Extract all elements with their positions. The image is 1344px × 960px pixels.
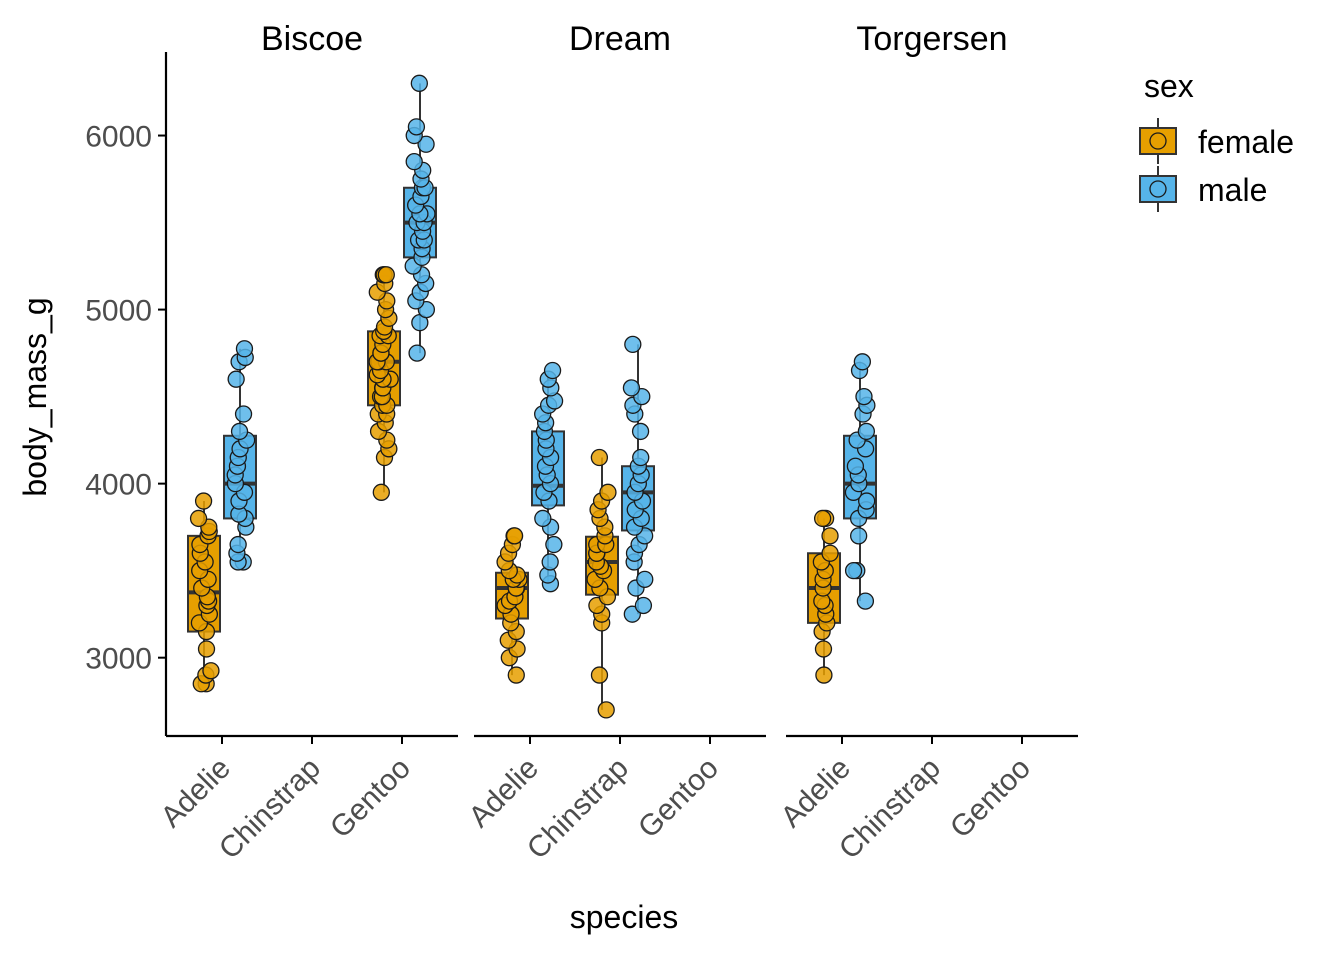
legend-key-point bbox=[1149, 132, 1167, 150]
box-adelie-male bbox=[531, 361, 565, 593]
data-point bbox=[541, 553, 559, 571]
x-tick-label: Adelie bbox=[155, 752, 237, 834]
legend-key-female bbox=[1139, 118, 1177, 164]
data-point bbox=[543, 361, 562, 380]
data-point bbox=[417, 135, 435, 153]
data-point bbox=[599, 483, 617, 501]
facet-panels: BiscoeAdelieChinstrapGentooDreamAdelieCh… bbox=[155, 20, 1078, 866]
data-point bbox=[815, 666, 833, 684]
data-point bbox=[377, 266, 395, 284]
data-point bbox=[372, 483, 390, 501]
data-point bbox=[622, 379, 641, 397]
data-point bbox=[597, 701, 615, 719]
data-point bbox=[624, 335, 642, 354]
y-tick-label: 6000 bbox=[85, 121, 152, 154]
data-point bbox=[197, 640, 216, 658]
box-chinstrap-male bbox=[621, 335, 655, 623]
data-point bbox=[230, 422, 249, 441]
facet-strip-label: Torgersen bbox=[856, 20, 1007, 58]
legend-title: sex bbox=[1144, 68, 1194, 104]
facet-strip-label: Biscoe bbox=[261, 20, 363, 58]
y-tick-label: 5000 bbox=[85, 295, 152, 328]
data-point bbox=[505, 527, 524, 545]
data-point bbox=[189, 509, 208, 528]
legend-label: female bbox=[1198, 124, 1294, 160]
legend-key-male bbox=[1139, 166, 1177, 212]
data-point bbox=[856, 592, 875, 610]
x-tick-label: Gentoo bbox=[632, 752, 725, 845]
data-point bbox=[853, 353, 872, 371]
box-adelie-female bbox=[495, 527, 529, 684]
legend-label: male bbox=[1198, 172, 1267, 208]
data-point bbox=[407, 118, 426, 136]
box-gentoo-male bbox=[403, 74, 437, 362]
box-gentoo-female bbox=[367, 266, 401, 501]
data-point bbox=[632, 448, 650, 467]
data-point bbox=[235, 340, 254, 358]
data-point bbox=[855, 387, 873, 406]
y-axis-title: body_mass_g bbox=[17, 297, 53, 496]
data-point bbox=[634, 596, 653, 615]
data-point bbox=[405, 152, 423, 171]
data-point bbox=[814, 640, 833, 658]
box-adelie-male bbox=[223, 340, 257, 571]
data-point bbox=[849, 527, 868, 545]
data-point bbox=[821, 527, 839, 545]
data-point bbox=[636, 570, 654, 589]
box-adelie-female bbox=[807, 509, 841, 684]
data-point bbox=[507, 666, 525, 684]
data-point bbox=[590, 448, 609, 467]
data-point bbox=[821, 544, 839, 562]
data-point bbox=[631, 422, 650, 441]
data-point bbox=[813, 509, 832, 528]
data-point bbox=[202, 662, 220, 680]
data-point bbox=[846, 457, 865, 475]
data-point bbox=[858, 492, 876, 510]
legend-key-point bbox=[1149, 180, 1167, 198]
box-adelie-female bbox=[187, 492, 221, 693]
data-point bbox=[534, 509, 552, 528]
data-point bbox=[234, 405, 253, 423]
facet-strip-label: Dream bbox=[569, 20, 671, 58]
data-point bbox=[227, 370, 245, 388]
y-tick-label: 3000 bbox=[85, 643, 152, 676]
x-tick-label: Adelie bbox=[775, 752, 857, 834]
box-adelie-male bbox=[843, 353, 877, 610]
y-axis: 3000 4000 5000 6000 bbox=[85, 52, 168, 736]
x-axis-title: species bbox=[570, 899, 679, 935]
data-point bbox=[408, 344, 426, 362]
data-point bbox=[857, 422, 876, 441]
x-tick-label: Gentoo bbox=[324, 752, 417, 845]
data-point bbox=[590, 666, 609, 684]
data-point bbox=[229, 535, 247, 554]
y-tick-label: 4000 bbox=[85, 469, 152, 502]
data-point bbox=[410, 74, 428, 92]
box-chinstrap-female bbox=[585, 448, 619, 719]
x-tick-label: Gentoo bbox=[944, 752, 1037, 845]
data-point bbox=[844, 562, 863, 580]
x-tick-label: Adelie bbox=[463, 752, 545, 834]
data-point bbox=[194, 492, 213, 510]
data-point bbox=[545, 535, 563, 554]
